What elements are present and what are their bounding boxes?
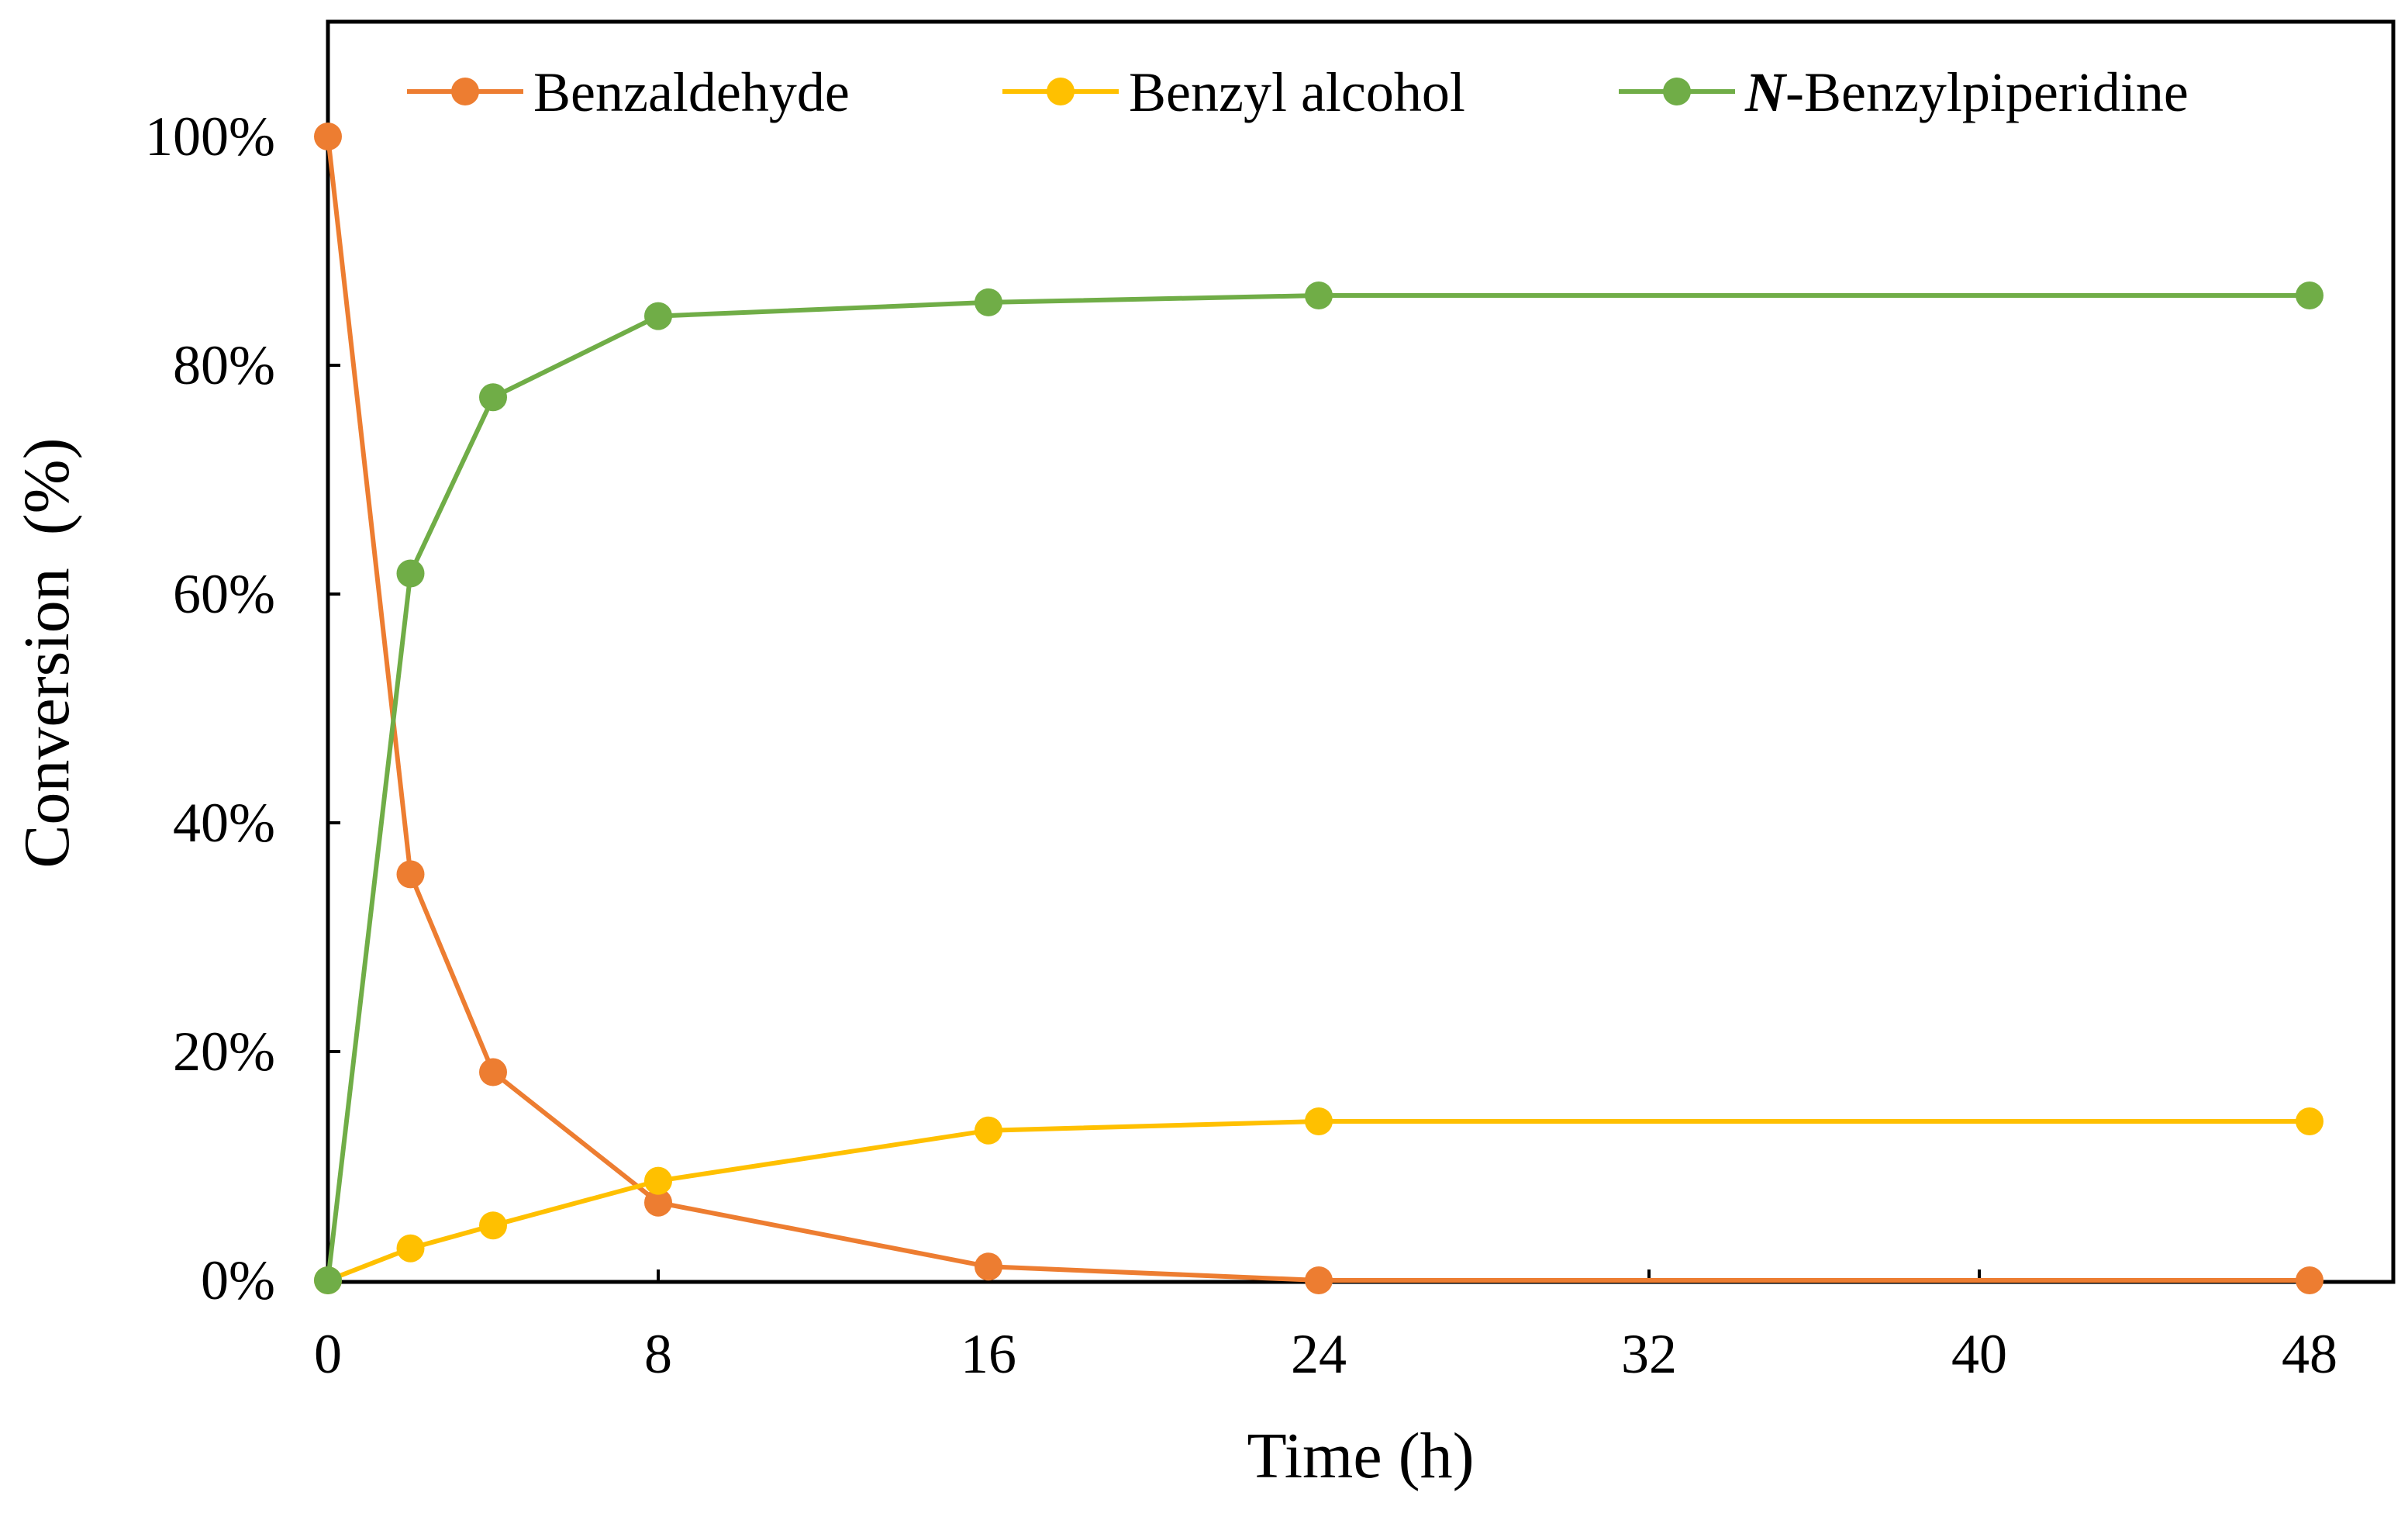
- data-point: [644, 302, 672, 330]
- y-tick-label: 80%: [173, 334, 275, 396]
- legend-item: Benzyl alcohol: [1002, 61, 1465, 123]
- legend-item: N-Benzylpiperidine: [1619, 61, 2189, 123]
- y-tick-label: 60%: [173, 563, 275, 625]
- legend: Benzaldehyde Benzyl alcohol N-Benzylpiperi…: [407, 61, 2189, 123]
- data-point: [479, 1058, 507, 1086]
- y-tick-label: 20%: [173, 1021, 275, 1083]
- y-tick-label: 40%: [173, 792, 275, 854]
- data-point: [1305, 1107, 1333, 1135]
- series-Nbenzylpiperidine: [314, 282, 2323, 1294]
- legend-label: N-Benzylpiperidine: [1744, 61, 2189, 123]
- data-point: [2296, 1107, 2323, 1135]
- data-point: [644, 1188, 672, 1217]
- data-point: [314, 1266, 342, 1294]
- y-tick-label: 0%: [201, 1249, 275, 1311]
- x-tick-label: 40: [1951, 1323, 2007, 1385]
- legend-label: Benzyl alcohol: [1129, 61, 1465, 123]
- x-tick-label: 48: [2282, 1323, 2337, 1385]
- plot-area-frame: [326, 19, 2396, 1284]
- y-axis-title: Conversion (%): [11, 437, 83, 868]
- x-tick-label: 8: [644, 1323, 672, 1385]
- data-point: [396, 559, 425, 588]
- data-point: [975, 288, 1002, 316]
- legend-label-text: Benzaldehyde: [533, 61, 850, 123]
- data-point: [975, 1116, 1002, 1145]
- legend-swatch-marker: [451, 78, 479, 105]
- series-benzaldehyde: [314, 123, 2323, 1294]
- data-point: [2296, 1266, 2323, 1294]
- y-tick-label: 100%: [145, 105, 275, 168]
- data-point: [314, 123, 342, 150]
- data-point: [1305, 282, 1333, 310]
- data-point: [396, 1234, 425, 1263]
- data-point: [1305, 1266, 1333, 1294]
- data-point: [644, 1166, 672, 1195]
- x-tick-label: 16: [961, 1323, 1016, 1385]
- series-layer: [314, 123, 2323, 1294]
- data-point: [479, 383, 507, 412]
- legend-swatch-marker: [1663, 78, 1691, 105]
- series-benzyl-alcohol: [314, 1107, 2323, 1294]
- x-tick-label: 0: [314, 1323, 342, 1385]
- axis-ticks: 0% 20% 40% 60% 80% 100% 0 8 16 24 32 40 48: [145, 105, 2337, 1385]
- legend-label-text: -Benzylpiperidine: [1785, 61, 2189, 123]
- legend-label: Benzaldehyde: [533, 61, 850, 123]
- x-axis-title: Time (h): [1247, 1420, 1474, 1492]
- x-tick-label: 24: [1291, 1323, 1347, 1385]
- legend-swatch-marker: [1047, 78, 1075, 105]
- data-point: [479, 1211, 507, 1240]
- legend-label-prefix: N: [1744, 61, 1788, 123]
- legend-label-text: Benzyl alcohol: [1129, 61, 1465, 123]
- legend-item: Benzaldehyde: [407, 61, 850, 123]
- x-tick-label: 32: [1621, 1323, 1677, 1385]
- data-point: [396, 860, 425, 889]
- data-point: [975, 1252, 1002, 1281]
- data-point: [2296, 282, 2323, 310]
